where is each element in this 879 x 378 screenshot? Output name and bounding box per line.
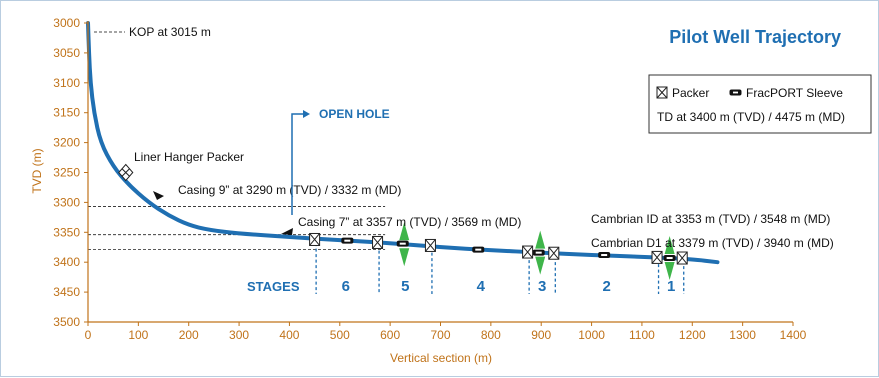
stage-number-6: 6 [342,278,350,295]
packer-icon-2 [424,238,436,252]
x-tick-label-7: 700 [430,328,450,342]
cambrian-d1-label: Cambrian D1 at 3379 m (TVD) / 3940 m (MD… [591,236,834,250]
y-tick-label-5: 3250 [53,166,80,180]
sleeve-icon-5 [663,255,676,262]
casing7-label: Casing 7” at 3357 m (TVD) / 3569 m (MD) [298,215,521,229]
x-tick-label-2: 200 [179,328,199,342]
stage-numbers: 6 5 4 3 2 1 [342,278,676,295]
sleeve-icon-0 [341,237,354,244]
legend-packer-label: Packer [672,86,709,100]
y-axis-label: TVD (m) [30,148,44,193]
x-axis-label: Vertical section (m) [390,351,492,365]
x-tick-label-12: 1200 [679,328,706,342]
y-tick-label-8: 3400 [53,255,80,269]
x-tick-label-14: 1400 [780,328,807,342]
legend: Packer FracPORT Sleeve TD at 3400 m (TVD… [648,74,872,134]
x-tick-label-9: 900 [531,328,551,342]
y-tick-label-3: 3150 [53,106,80,120]
y-tick-label-10: 3500 [53,315,80,329]
frac-arrow-icon-0 [399,222,410,267]
legend-td-label: TD at 3400 m (TVD) / 4475 m (MD) [657,110,845,124]
packer-icon-0 [309,232,321,246]
open-hole-leader [291,113,304,215]
packer-icon-5 [651,250,663,264]
y-axis-ticks: 3000 3050 3100 3150 3200 3250 3300 3350 3400 3450… [53,16,88,329]
stage-number-5: 5 [401,278,409,295]
sleeve-icon [729,89,742,96]
y-tick-label-9: 3450 [53,285,80,299]
x-tick-label-11: 1100 [629,328,655,342]
liner-hanger-label: Liner Hanger Packer [134,150,244,164]
sleeve-icon-2 [472,246,485,253]
legend-box [648,74,872,134]
frac-arrow-icon-2 [664,236,675,281]
reference-lines [88,206,386,251]
packer-icon [656,86,668,99]
cambrian-id-label: Cambrian ID at 3353 m (TVD) / 3548 m (MD… [591,212,830,226]
casing9-shoe-icon [153,191,164,200]
stages-label: STAGES [247,279,300,294]
x-tick-label-1: 100 [128,328,148,342]
frac-arrow-icon-1 [535,230,546,275]
x-tick-label-5: 500 [330,328,350,342]
casing9-label: Casing 9” at 3290 m (TVD) / 3332 m (MD) [178,183,401,197]
casing7-shoe-icon [281,228,293,235]
stage-number-3: 3 [538,278,546,295]
sleeve-icon-3 [532,249,545,256]
x-tick-label-13: 1300 [729,328,756,342]
legend-sleeve-label: FracPORT Sleeve [746,86,843,100]
y-tick-label-0: 3000 [53,16,80,30]
kop-label: KOP at 3015 m [129,25,211,39]
sleeve-icon-4 [598,252,611,259]
y-tick-label-1: 3050 [53,46,80,60]
x-tick-label-3: 300 [229,328,249,342]
sleeve-icon-1 [396,240,409,247]
x-tick-label-8: 800 [481,328,501,342]
stage-number-1: 1 [667,278,675,295]
liner-hanger-packer-icon [118,163,134,182]
x-tick-label-6: 600 [380,328,400,342]
x-tick-label-0: 0 [85,328,92,342]
y-tick-label-4: 3200 [53,136,80,150]
y-tick-label-7: 3350 [53,225,80,239]
stage-number-4: 4 [477,278,486,295]
packer-icon-1 [372,235,384,249]
frac-markers [399,222,675,281]
packer-markers [309,232,688,265]
sleeve-markers [341,237,676,262]
x-tick-label-4: 400 [279,328,299,342]
open-hole-arrow-icon [303,110,310,118]
x-axis-ticks: 0 100 200 300 400 500 600 700 800 900 1000 1100 1200… [85,322,807,342]
stage-number-2: 2 [603,278,611,295]
y-tick-label-6: 3300 [53,195,80,209]
y-tick-label-2: 3100 [53,76,80,90]
packer-icon-6 [676,251,688,265]
diagram-title: Pilot Well Trajectory [669,27,841,47]
packer-icon-3 [522,245,534,259]
open-hole-label: OPEN HOLE [319,107,390,121]
x-tick-label-10: 1000 [578,328,605,342]
packer-icon-4 [548,246,560,260]
